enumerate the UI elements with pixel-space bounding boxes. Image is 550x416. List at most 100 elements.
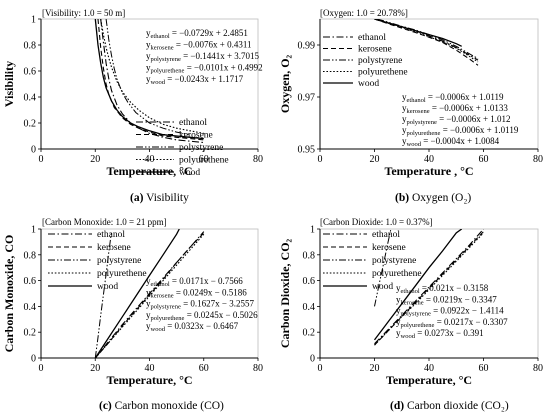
x-tick-label: 0 [39,154,44,165]
equation-polyurethene: ypolyurethene = −0.0006x + 1.0119 [402,125,519,137]
plot-area [319,228,539,359]
panel-caption: (c) Carbon monoxide (CO) [99,400,224,412]
y-axis-label: Carbon Dioxide, CO₂ [278,238,292,348]
equation-expression: = 0.0245x − 0.5026 [184,310,258,320]
equation-subscript: ethanol [151,281,170,288]
equation-expression: = −0.1441x + 3.7015 [181,51,260,61]
legend-label-kerosene: kerosene [179,131,213,141]
equation-expression: = 0.0922x − 1.4114 [431,306,504,316]
x-tick-label: 60 [199,363,209,374]
equation-wood: ywood = −0.0243x + 1.1717 [146,74,244,86]
equation-ethanol: yethanol = 0.0171x − 0.7566 [146,276,243,288]
series-line-kerosene [374,231,484,346]
equation-subscript: kerosene [407,108,430,115]
y-tick-label: 0.4 [24,302,37,313]
y-tick-label: 1 [31,15,36,26]
caption-letter: (b) [395,192,409,204]
caption-letter: (a) [130,192,144,204]
legend-label-kerosene: kerosene [358,45,392,55]
equation-var: y [396,317,401,327]
legend-label-wood: wood [372,282,393,292]
y-tick-label: 0.8 [24,250,37,261]
legend-label-ethanol: ethanol [358,33,386,43]
series-line-polystyrene [94,231,112,358]
panel-caption: (a) Visibility [130,192,189,204]
x-tick-label: 60 [479,154,489,165]
legend: ethanolkerosenepolystyrenepolyurethenewo… [48,230,147,292]
y-tick-label: 0 [31,145,36,156]
equation-polystyrene: ypolystyrene = −0.1441x + 3.7015 [146,51,260,63]
equation-kerosene: ykerosene = −0.0076x + 0.4311 [146,40,252,52]
equation-var: y [146,287,151,297]
plot-area [319,18,539,150]
equation-var: y [402,103,407,113]
y-axis-label: Carbon Monoxide, CO [2,235,16,353]
equation-wood: ywood = −0.0004x + 1.0084 [402,136,500,148]
equation-var: y [402,92,407,102]
y-tick-label: 0.8 [303,250,316,261]
equation-ethanol: yethanol = −0.0729x + 2.4851 [146,28,248,40]
y-tick-label: 0.2 [24,328,37,339]
equation-kerosene: ykerosene = −0.0006x + 1.0133 [402,103,508,115]
x-axis-label: Temperature, °C [106,373,192,387]
equation-subscript: polyurethene [407,130,441,137]
equation-kerosene: ykerosene = 0.0219x − 0.3347 [396,294,497,306]
x-tick-label: 80 [533,363,543,374]
equation-expression: = 0.0249x − 0.5186 [174,287,248,297]
equation-subscript: wood [151,79,166,86]
equation-var: y [396,283,401,293]
series-line-polystyrene [374,229,392,307]
y-tick-label: 1 [310,225,315,236]
equation-wood: ywood = 0.0323x − 0.6467 [146,321,239,333]
equation-wood: ywood = 0.0273x − 0.391 [396,328,484,340]
equation-subscript: ethanol [401,288,420,295]
series-line-ethanol [374,229,484,345]
y-tick-label: 0.6 [24,276,37,287]
equation-subscript: polystyrene [151,304,181,311]
equation-subscript: kerosene [151,45,174,52]
legend-label-polyurethene: polyurethene [179,156,229,166]
x-tick-label: 80 [253,154,263,165]
equation-expression: = 0.0171x − 0.7566 [170,276,244,286]
x-axis-label: Temperature, °C [386,373,472,387]
series-group [374,19,479,66]
panel-caption: (b) Oxygen (O₂) [395,192,471,204]
panel-caption: (d) Carbon dioxide (CO₂) [390,400,509,412]
chart-panel-d: 0 20 40 60 80 0 0.2 0.4 0.6 0.8 1 Temperature, °C Ca… [278,217,543,412]
equation-subscript: polyurethene [401,322,435,329]
series-line-wood [94,229,180,358]
chart-panel-a: 0 20 40 60 80 0 0.2 0.4 0.6 0.8 1 Temperature, °C Vi… [2,8,263,204]
legend-label-wood: wood [97,282,118,292]
legend-label-polystyrene: polystyrene [358,56,402,66]
y-tick-label: 0.6 [24,67,37,78]
caption-letter: (d) [390,400,404,412]
equation-subscript: polyurethene [151,315,185,322]
scale-note: [Carbon Monoxide: 1.0 = 21 ppm] [42,217,167,227]
y-tick-label: 0.8 [24,41,37,52]
equation-polystyrene: ypolystyrene = 0.0922x − 1.4114 [396,306,504,318]
equation-var: y [146,321,151,331]
chart-panel-b: 0 20 40 60 80 0.95 0.97 0.99 Temperature , °C Oxy… [278,8,543,204]
equation-polystyrene: ypolystyrene = 0.1627x − 3.2557 [146,299,254,311]
series-line-kerosene [374,19,479,66]
equation-expression: = −0.0243x + 1.1717 [165,74,244,84]
equation-polyurethene: ypolyurethene = 0.0217x − 0.3307 [396,317,508,329]
equation-expression: = 0.0219x − 0.3347 [424,294,498,304]
series-line-polyurethene [94,233,205,358]
x-tick-label: 80 [533,154,543,165]
caption-text: Oxygen (O₂) [409,192,471,204]
y-tick-label: 0.2 [303,328,316,339]
legend: ethanolkerosenepolystyrenepolyurethenewo… [323,33,408,89]
equation-var: y [396,306,401,316]
x-tick-label: 60 [199,154,209,165]
equation-var: y [146,28,151,38]
series-line-polystyrene [105,19,191,136]
equation-expression: = −0.0006x + 1.0119 [440,125,518,135]
legend-label-polyurethene: polyurethene [97,269,147,279]
equation-ethanol: yethanol = −0.0006x + 1.0119 [402,92,504,104]
equation-polyurethene: ypolyurethene = −0.0101x + 0.4992 [146,63,263,75]
equation-expression: = −0.0101x + 0.4992 [184,63,262,73]
legend-label-kerosene: kerosene [372,243,406,253]
